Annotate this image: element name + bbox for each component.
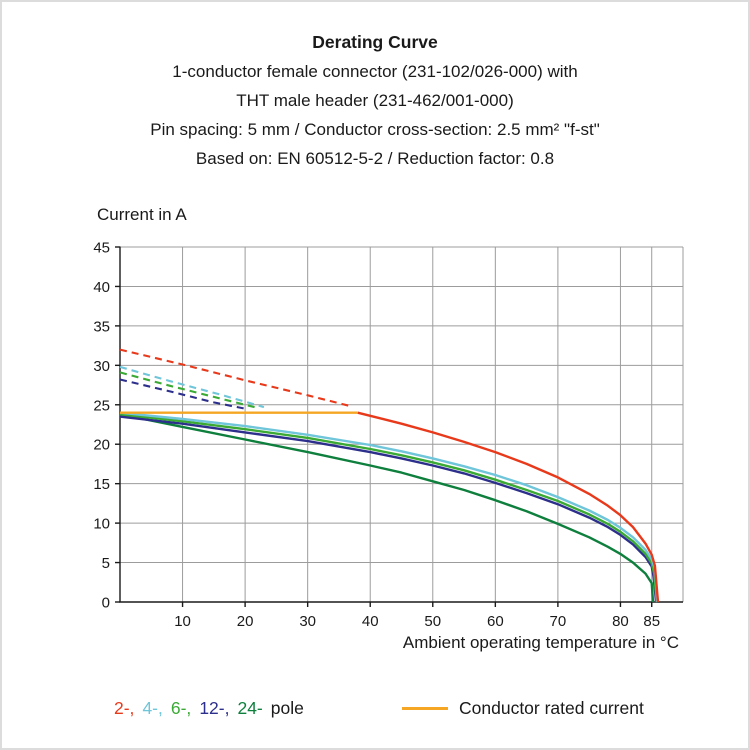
y-tick-label: 30 — [93, 358, 110, 375]
curve-4-pole-without-reduction-factor — [119, 365, 265, 409]
y-tick-label: 40 — [93, 279, 110, 296]
curve-6-pole — [119, 413, 658, 603]
x-tick-label: 40 — [362, 613, 379, 630]
x-tick-label: 30 — [299, 613, 316, 630]
x-tick-label: 50 — [424, 613, 441, 630]
y-tick-label: 35 — [93, 318, 110, 335]
y-axis-title: Current in A — [97, 205, 187, 224]
y-tick-label: 45 — [93, 240, 110, 257]
x-tick-label: 20 — [237, 613, 254, 630]
y-tick-label: 15 — [93, 476, 110, 493]
pole-legend-item-4: 4-, — [142, 698, 163, 718]
curve-2-pole-without-reduction-factor — [119, 348, 352, 408]
y-tick-label: 20 — [93, 437, 110, 454]
pole-legend-item-12: 12-, — [199, 698, 230, 718]
y-tick-label: 0 — [102, 595, 110, 612]
conductor-rated-current-line-swatch — [402, 707, 448, 710]
conductor-rated-current-label: Conductor rated current — [459, 698, 644, 718]
y-tick-label: 25 — [93, 397, 110, 414]
chart-header: Derating Curve 1-conductor female connec… — [2, 28, 748, 173]
chart-title: Derating Curve — [312, 32, 438, 52]
rated-current-legend: Conductor rated current — [402, 698, 644, 719]
x-tick-label: 60 — [487, 613, 504, 630]
curve-2-pole — [357, 411, 660, 603]
chart-subtitle-1: 1-conductor female connector (231-102/02… — [172, 62, 578, 81]
pole-legend-item-2: 2-, — [114, 698, 135, 718]
chart-subtitle-3: Pin spacing: 5 mm / Conductor cross-sect… — [150, 120, 600, 139]
x-axis-title: Ambient operating temperature in °C — [402, 633, 679, 652]
pole-legend-item-24: 24- — [237, 698, 263, 718]
x-tick-label: 80 — [612, 613, 629, 630]
y-tick-label: 5 — [102, 555, 110, 572]
pole-legend: 2-, 4-, 6-, 12-, 24- pole — [114, 698, 304, 719]
x-tick-label: 85 — [643, 613, 660, 630]
curve-6-pole-without-reduction-factor — [119, 371, 258, 409]
curve-4-pole — [119, 411, 659, 603]
pole-legend-item-6: 6-, — [170, 698, 192, 718]
chart-subtitle-2: THT male header (231-462/001-000) — [236, 91, 514, 110]
curve-24-pole — [119, 413, 655, 603]
curve-12-pole — [119, 415, 658, 603]
chart-subtitle-4: Based on: EN 60512-5-2 / Reduction facto… — [195, 149, 555, 168]
y-tick-label: 10 — [93, 516, 110, 533]
x-tick-label: 70 — [550, 613, 567, 630]
x-tick-label: 10 — [174, 613, 191, 630]
pole-legend-suffix: pole — [270, 698, 304, 718]
curve-12-pole-without-reduction-factor — [119, 378, 246, 410]
